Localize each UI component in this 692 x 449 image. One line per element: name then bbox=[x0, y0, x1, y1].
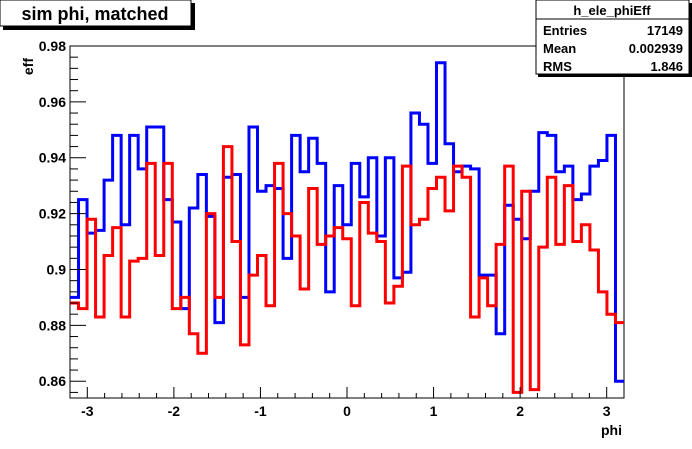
stats-mean-label: Mean bbox=[543, 41, 576, 56]
y-tick-label: 0.92 bbox=[39, 206, 66, 222]
x-tick-label: -3 bbox=[81, 403, 94, 419]
series-line-2 bbox=[70, 145, 624, 394]
series-layer bbox=[70, 61, 624, 394]
x-tick-label: -1 bbox=[254, 403, 267, 419]
y-tick-label: 0.86 bbox=[39, 373, 66, 389]
x-tick-label: 3 bbox=[603, 403, 611, 419]
chart-title: sim phi, matched bbox=[21, 4, 168, 24]
stats-entries-label: Entries bbox=[543, 23, 587, 38]
stats-entries-value: 17149 bbox=[647, 23, 683, 38]
stats-rms-label: RMS bbox=[543, 59, 572, 74]
y-tick-label: 0.96 bbox=[39, 94, 66, 110]
x-tick-label: 1 bbox=[430, 403, 438, 419]
title-box: sim phi, matched bbox=[0, 0, 195, 30]
stats-box: h_ele_phiEff Entries 17149 Mean 0.002939… bbox=[535, 0, 692, 77]
y-tick-label: 0.98 bbox=[39, 38, 66, 54]
stats-rms-value: 1.846 bbox=[650, 59, 683, 74]
y-tick-label: 0.88 bbox=[39, 317, 66, 333]
x-tick-label: 0 bbox=[343, 403, 351, 419]
title-box-frame bbox=[0, 0, 192, 27]
x-axis-label: phi bbox=[601, 422, 622, 438]
axes-layer: -3 -2 -1 0 1 2 3 0.86 0.88 0.9 0.92 0.94 0.96 0.98 bbox=[39, 38, 625, 419]
y-tick-label: 0.94 bbox=[39, 150, 66, 166]
y-axis-label: eff bbox=[20, 58, 36, 75]
x-tick-label: -2 bbox=[168, 403, 181, 419]
stats-mean-value: 0.002939 bbox=[629, 41, 683, 56]
x-tick-label: 2 bbox=[516, 403, 524, 419]
y-tick-label: 0.9 bbox=[47, 261, 67, 277]
stats-box-title: h_ele_phiEff bbox=[573, 3, 651, 18]
stats-box-frame bbox=[535, 0, 690, 75]
